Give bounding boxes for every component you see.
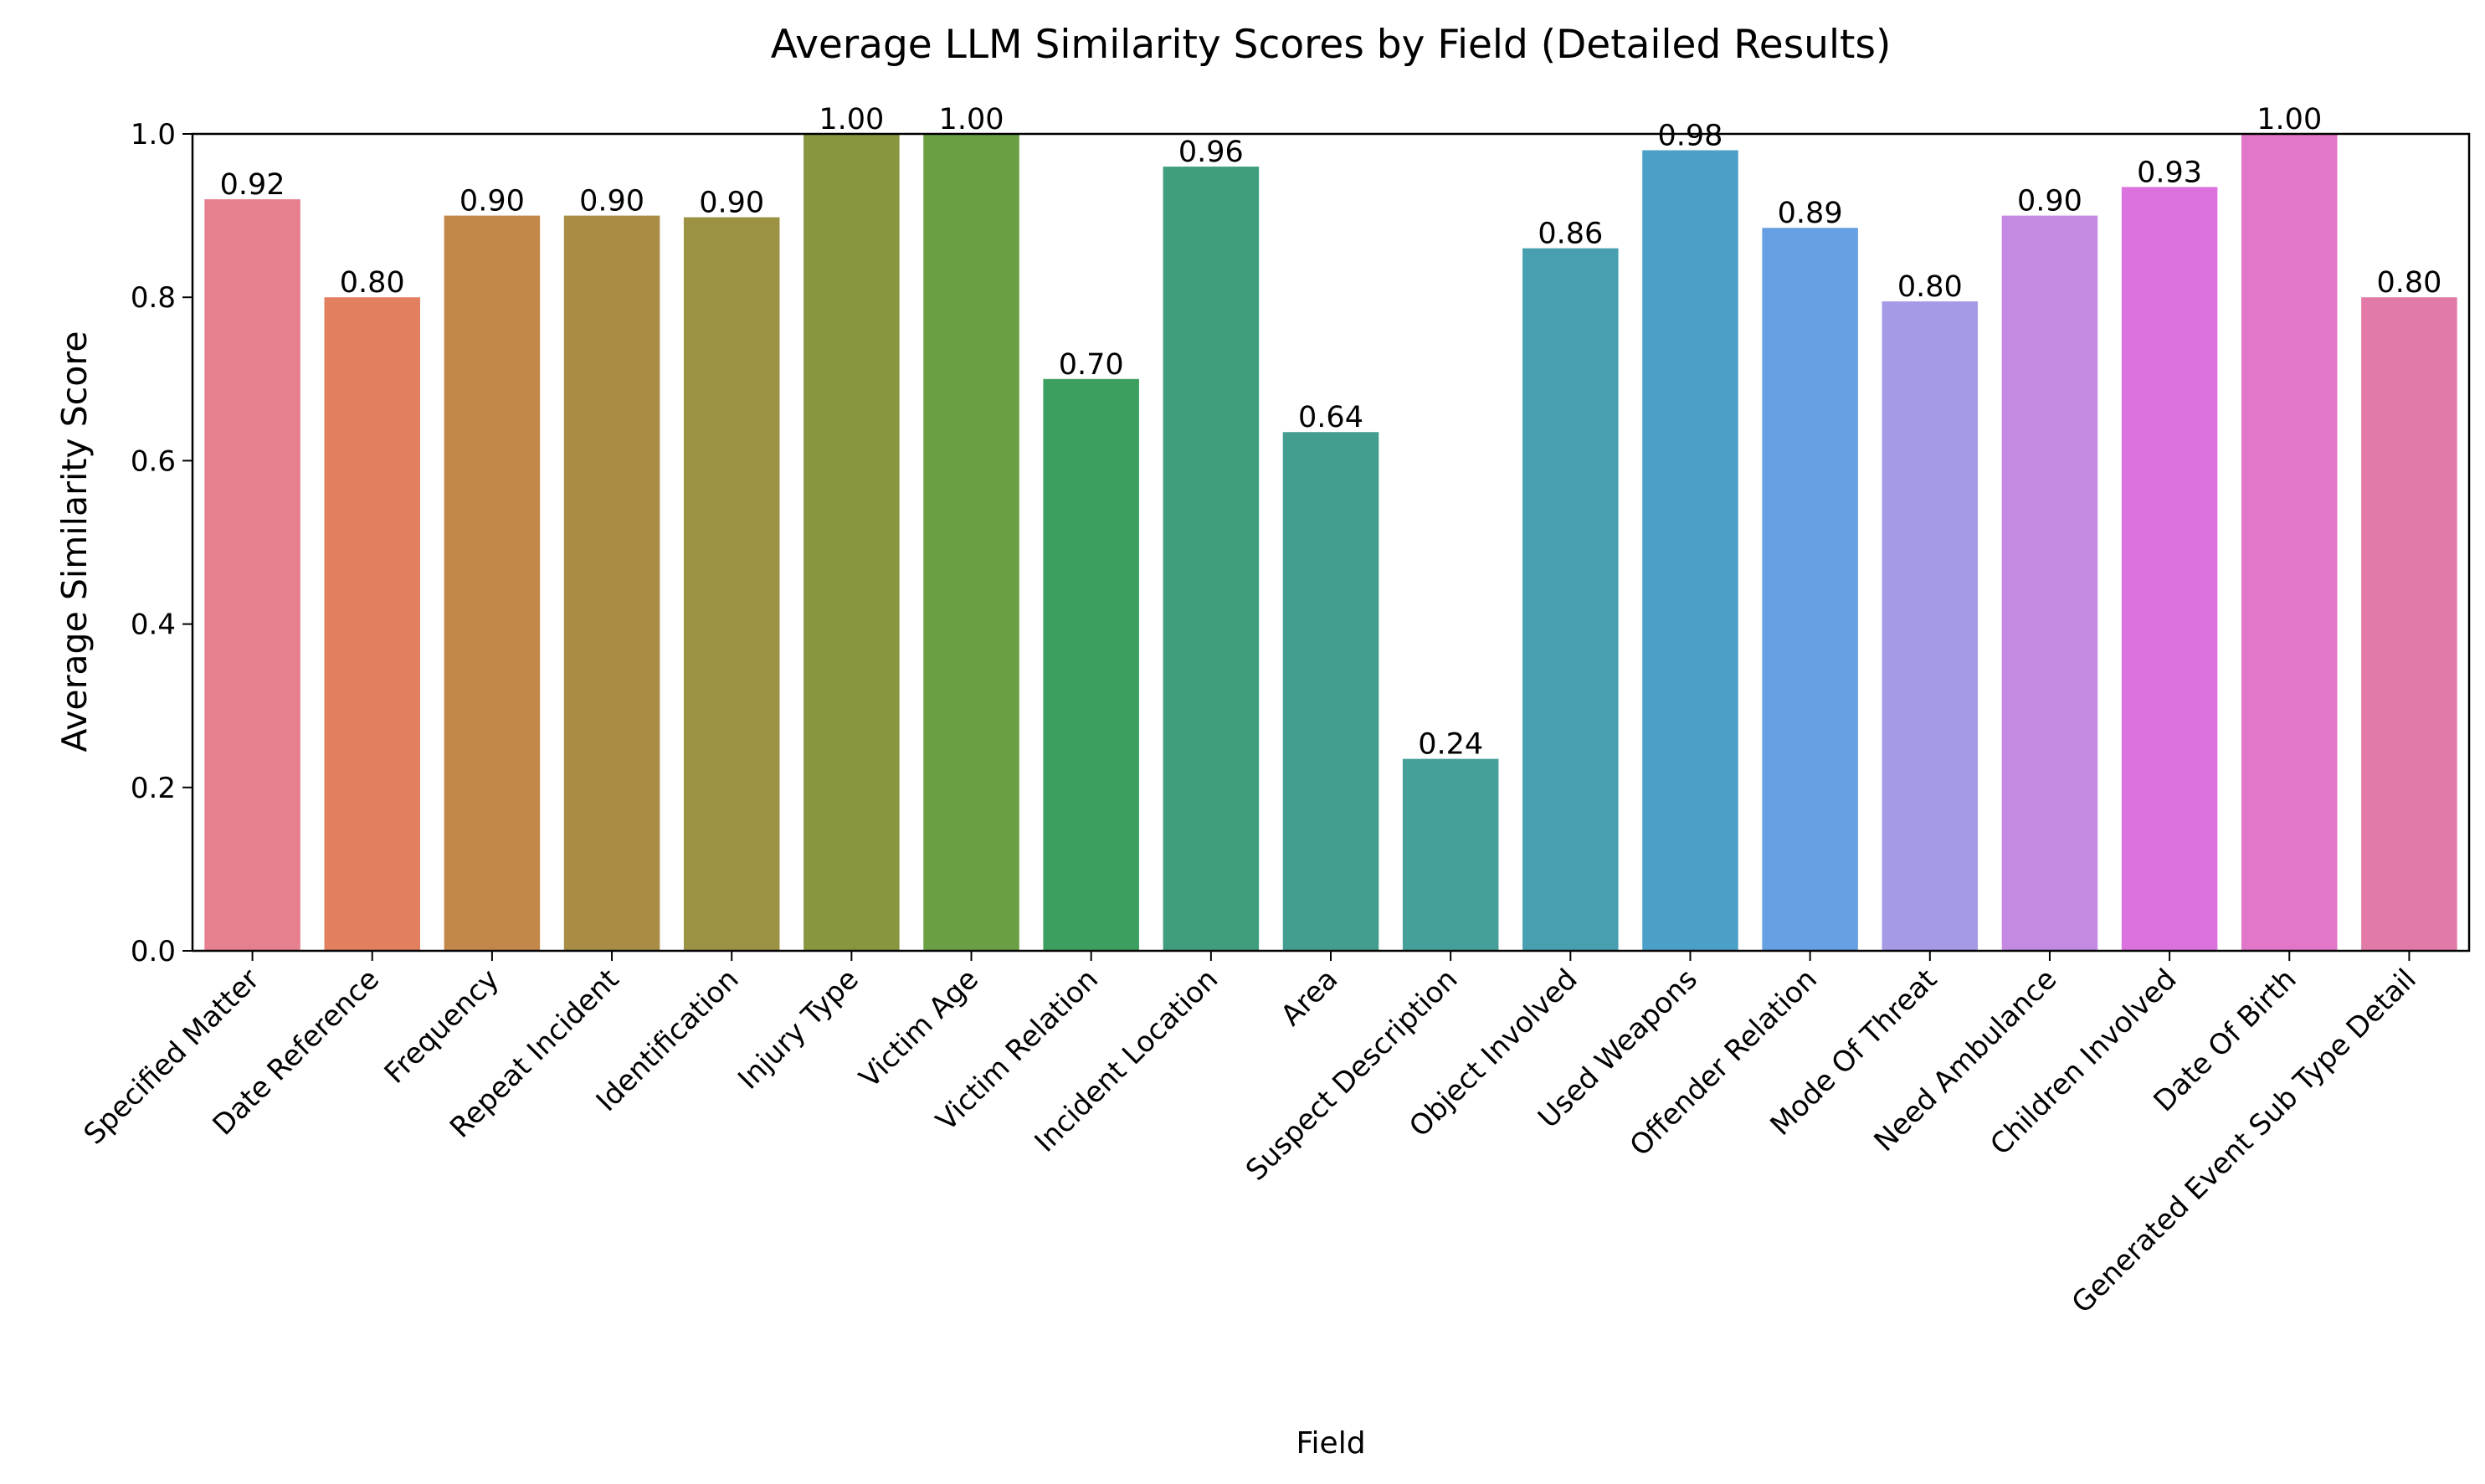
bar-value-label: 0.90 <box>2017 185 2082 218</box>
y-tick-label: 0.0 <box>131 935 176 968</box>
bar-6 <box>923 134 1019 951</box>
bar-value-label: 0.64 <box>1298 401 1363 434</box>
x-tick-label: Area <box>1275 963 1345 1033</box>
x-tick-label: Injury Type <box>732 963 865 1096</box>
bars-layer <box>204 134 2457 952</box>
x-tick-label: Victim Age <box>853 963 985 1095</box>
bar-value-label: 0.86 <box>1538 218 1603 251</box>
bar-13 <box>1762 228 1858 951</box>
value-labels-layer: 0.92 0.80 0.90 0.90 0.90 1.00 1.00 0.70 0.96 0.64… <box>220 103 2442 762</box>
bar-16 <box>2121 187 2218 951</box>
bar-value-label: 0.96 <box>1178 136 1244 169</box>
bar-value-label: 1.00 <box>819 103 884 136</box>
bar-8 <box>1163 167 1260 952</box>
x-tick-label: Suspect Description <box>1240 963 1465 1188</box>
y-axis-label: Average Similarity Score <box>54 331 95 752</box>
bar-value-label: 0.92 <box>220 168 285 202</box>
bar-value-label: 0.90 <box>699 187 764 220</box>
plot-area-frame <box>191 132 2471 953</box>
bar-0 <box>204 199 300 951</box>
bar-17 <box>2241 134 2338 951</box>
x-tick-label: Frequency <box>378 963 506 1090</box>
bar-value-label: 0.80 <box>2376 266 2441 300</box>
bar-12 <box>1642 150 1738 951</box>
bar-5 <box>804 134 900 951</box>
bar-value-label: 0.93 <box>2137 156 2202 189</box>
y-tick-label: 0.2 <box>131 772 176 805</box>
bar-1 <box>324 297 420 951</box>
bar-value-label: 1.00 <box>939 103 1004 136</box>
y-axis: 0.0 0.2 0.4 0.6 0.8 1.0 <box>131 118 193 968</box>
bar-value-label: 0.80 <box>340 266 405 300</box>
bar-18 <box>2361 297 2457 951</box>
bar-value-label: 0.70 <box>1059 348 1124 382</box>
bar-3 <box>563 215 660 952</box>
y-tick-label: 0.6 <box>131 444 176 478</box>
bar-value-label: 0.24 <box>1418 728 1483 762</box>
bar-value-label: 0.90 <box>460 185 525 218</box>
bar-4 <box>683 217 780 951</box>
bar-value-label: 0.90 <box>579 185 644 218</box>
x-axis-label: Field <box>1296 1426 1365 1461</box>
bar-9 <box>1282 432 1379 951</box>
bar-14 <box>1882 301 1979 952</box>
y-tick-label: 0.8 <box>131 281 176 315</box>
bar-11 <box>1522 248 1619 951</box>
bar-10 <box>1402 758 1499 951</box>
y-tick-label: 0.4 <box>131 608 176 642</box>
bar-value-label: 0.98 <box>1658 120 1723 153</box>
bar-value-label: 0.89 <box>1778 197 1843 230</box>
bar-value-label: 1.00 <box>2257 103 2322 136</box>
bar-2 <box>444 215 541 952</box>
chart-title: Average LLM Similarity Scores by Field (… <box>771 22 1892 68</box>
bar-15 <box>2001 215 2098 952</box>
bar-value-label: 0.80 <box>1897 270 1963 304</box>
y-tick-label: 1.0 <box>131 118 176 151</box>
bar-7 <box>1043 378 1139 951</box>
